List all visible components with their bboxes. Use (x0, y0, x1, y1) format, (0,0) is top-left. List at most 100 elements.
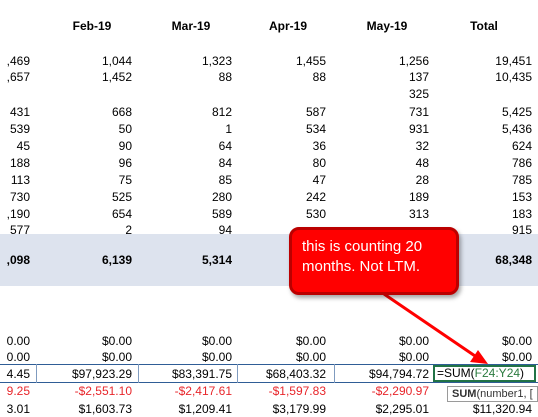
column-divider (237, 364, 238, 383)
cell[interactable]: $0.00 (101, 334, 132, 348)
cell[interactable]: 0.00 (6, 350, 30, 364)
cell[interactable]: 28 (415, 173, 429, 187)
table-row: 539 50 1 534 931 5,436 (0, 121, 538, 137)
cell[interactable]: $0.00 (501, 334, 532, 348)
cell[interactable]: ,190 (6, 207, 30, 221)
cell[interactable]: 137 (408, 70, 429, 84)
cell[interactable]: 1,323 (201, 54, 232, 68)
cell[interactable]: 90 (118, 139, 132, 153)
cell[interactable]: 313 (408, 207, 429, 221)
header-feb[interactable]: Feb-19 (72, 19, 112, 33)
cell[interactable]: $68,403.32 (265, 367, 326, 381)
cell[interactable]: 587 (305, 105, 326, 119)
table-row: 188 96 84 80 48 786 (0, 155, 538, 171)
cell[interactable]: 48 (415, 156, 429, 170)
cell[interactable]: 10,435 (495, 70, 532, 84)
cell[interactable]: $0.00 (201, 334, 232, 348)
cell[interactable]: 19,451 (495, 54, 532, 68)
cell[interactable]: 1,455 (295, 54, 326, 68)
cell[interactable]: 0.00 (6, 334, 30, 348)
cell[interactable]: ,098 (6, 253, 30, 267)
cell[interactable]: 785 (511, 173, 532, 187)
column-divider (138, 364, 139, 383)
cell[interactable]: 325 (408, 87, 429, 101)
selected-range-row: 4.45 $97,923.29 $83,391.75 $68,403.32 $9… (0, 364, 538, 383)
cell[interactable]: 75 (118, 173, 132, 187)
cell[interactable]: 9.25 (6, 384, 30, 398)
cell[interactable]: -$1,597.83 (268, 384, 326, 398)
cell[interactable]: 534 (305, 122, 326, 136)
cell[interactable]: 589 (211, 207, 232, 221)
cell[interactable]: 4.45 (6, 367, 30, 381)
cell[interactable]: 5,436 (501, 122, 532, 136)
cell[interactable]: 183 (511, 207, 532, 221)
table-row: 325 (0, 86, 538, 102)
cell[interactable]: 1,256 (398, 54, 429, 68)
cell[interactable]: 47 (312, 173, 326, 187)
cell[interactable]: 94 (218, 223, 232, 237)
cell[interactable]: 5,425 (501, 105, 532, 119)
cell[interactable]: 730 (9, 190, 30, 204)
formula-suffix: ) (520, 366, 525, 380)
cell[interactable]: 6,139 (101, 253, 132, 267)
cell[interactable]: 242 (305, 190, 326, 204)
cell[interactable]: $0.00 (501, 350, 532, 364)
cell[interactable]: 85 (218, 173, 232, 187)
header-apr[interactable]: Apr-19 (268, 19, 307, 33)
cell[interactable]: 654 (111, 207, 132, 221)
cell[interactable]: 64 (218, 139, 232, 153)
cell[interactable]: 84 (218, 156, 232, 170)
cell[interactable]: 68,348 (495, 253, 532, 267)
cell[interactable]: 530 (305, 207, 326, 221)
cell[interactable]: 113 (10, 173, 30, 187)
cell[interactable]: 96 (118, 156, 132, 170)
cell[interactable]: -$2,417.61 (174, 384, 232, 398)
cell[interactable]: 88 (218, 70, 232, 84)
cell[interactable]: $83,391.75 (171, 367, 232, 381)
cell[interactable]: 45 (16, 139, 30, 153)
cell[interactable]: 431 (9, 105, 30, 119)
cell[interactable]: 153 (511, 190, 532, 204)
cell[interactable]: $0.00 (398, 350, 429, 364)
cell[interactable]: 189 (408, 190, 429, 204)
cell[interactable]: ,657 (6, 70, 30, 84)
cell[interactable]: 50 (118, 122, 132, 136)
active-cell-formula-editor[interactable]: =SUM(F24:Y24) (433, 365, 536, 382)
cell[interactable]: $0.00 (201, 350, 232, 364)
cell[interactable]: 5,314 (201, 253, 232, 267)
cell[interactable]: 786 (511, 156, 532, 170)
cell[interactable]: 915 (511, 223, 532, 237)
cell[interactable]: 36 (312, 139, 326, 153)
header-total[interactable]: Total (470, 19, 498, 33)
cell[interactable]: 812 (211, 105, 232, 119)
cell[interactable]: 188 (9, 156, 30, 170)
cell[interactable]: 1 (225, 122, 232, 136)
cell[interactable]: $97,923.29 (71, 367, 132, 381)
cell[interactable]: ,469 (6, 54, 30, 68)
cell[interactable]: 539 (9, 122, 30, 136)
cell[interactable]: 525 (111, 190, 132, 204)
cell[interactable]: 668 (111, 105, 132, 119)
cell[interactable]: -$2,290.97 (371, 384, 429, 398)
cell[interactable]: 80 (312, 156, 326, 170)
cell[interactable]: 2 (125, 223, 132, 237)
function-tooltip[interactable]: SUM(number1, [ (447, 386, 538, 402)
cell[interactable]: $94,794.72 (368, 367, 429, 381)
cell[interactable]: 731 (408, 105, 429, 119)
cell[interactable]: 624 (511, 139, 532, 153)
cell[interactable]: -$2,551.10 (74, 384, 132, 398)
cell[interactable]: $0.00 (295, 350, 326, 364)
cell[interactable]: 931 (408, 122, 429, 136)
cell[interactable]: 88 (312, 70, 326, 84)
cell[interactable]: 1,452 (101, 70, 132, 84)
cell[interactable]: 577 (9, 223, 30, 237)
header-may[interactable]: May-19 (366, 19, 408, 33)
cell[interactable]: 32 (415, 139, 429, 153)
header-mar[interactable]: Mar-19 (171, 19, 211, 33)
cell[interactable]: $0.00 (398, 334, 429, 348)
cell[interactable]: $0.00 (295, 334, 326, 348)
cell[interactable]: 1,044 (101, 54, 132, 68)
cell[interactable]: $0.00 (101, 350, 132, 364)
table-row: 45 90 64 36 32 624 (0, 138, 538, 154)
cell[interactable]: 280 (211, 190, 232, 204)
